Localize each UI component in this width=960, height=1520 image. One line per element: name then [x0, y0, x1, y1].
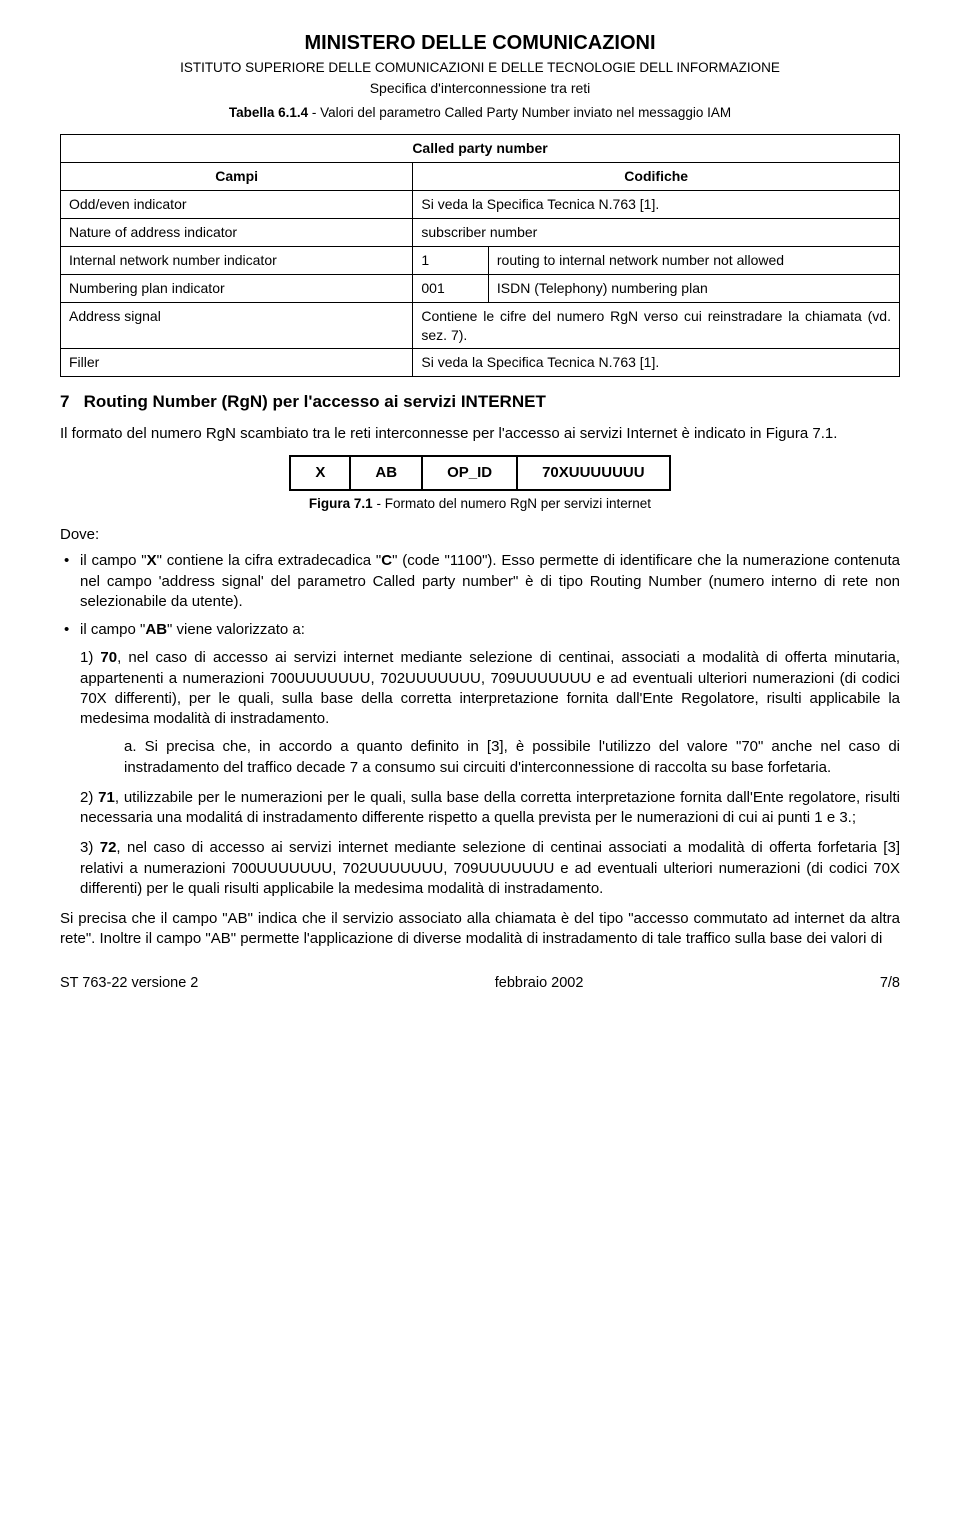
- row-code: 1: [413, 246, 489, 274]
- rgn-cell-ab: AB: [350, 456, 422, 490]
- bullet-list: il campo "X" contiene la cifra extradeca…: [60, 551, 900, 640]
- text: il campo ": [80, 552, 147, 569]
- numbered-list: 1) 70, nel caso di accesso ai servizi in…: [60, 648, 900, 899]
- closing-paragraph: Si precisa che il campo "AB" indica che …: [60, 909, 900, 950]
- sub-item-a: a. Si precisa che, in accordo a quanto d…: [80, 737, 900, 778]
- table-caption-bold: Tabella 6.1.4: [229, 105, 308, 120]
- text: il campo ": [80, 621, 145, 638]
- item-value: 70: [100, 649, 117, 666]
- page-footer: ST 763-22 versione 2 febbraio 2002 7/8: [60, 974, 900, 994]
- bold-ab: AB: [145, 621, 167, 638]
- bullet-campo-ab: il campo "AB" viene valorizzato a:: [60, 620, 900, 640]
- item-number: 1): [80, 649, 100, 666]
- row-label: Numbering plan indicator: [61, 274, 413, 302]
- rgn-cell-opid: OP_ID: [422, 456, 517, 490]
- table-caption: Tabella 6.1.4 - Valori del parametro Cal…: [60, 104, 900, 122]
- item-number: 3): [80, 839, 100, 856]
- item-70: 1) 70, nel caso di accesso ai servizi in…: [80, 648, 900, 778]
- rgn-format-box: X AB OP_ID 70XUUUUUUU: [289, 455, 670, 491]
- table-title-row: Called party number: [61, 135, 900, 163]
- item-text: , nel caso di accesso ai servizi interne…: [80, 649, 900, 727]
- text: " viene valorizzato a:: [167, 621, 305, 638]
- row-label: Odd/even indicator: [61, 191, 413, 219]
- footer-left: ST 763-22 versione 2: [60, 974, 198, 994]
- text: " contiene la cifra extradecadica ": [157, 552, 382, 569]
- subtitle-spec: Specifica d'interconnessione tra reti: [60, 79, 900, 98]
- row-desc: Contiene le cifre del numero RgN verso c…: [413, 302, 900, 349]
- table-header-row: Campi Codifiche: [61, 163, 900, 191]
- page-header: MINISTERO DELLE COMUNICAZIONI ISTITUTO S…: [60, 30, 900, 122]
- table-row: Numbering plan indicator 001 ISDN (Telep…: [61, 274, 900, 302]
- table-row: Filler Si veda la Specifica Tecnica N.76…: [61, 349, 900, 377]
- figure-label: Figura 7.1: [309, 496, 373, 511]
- section-heading: Routing Number (RgN) per l'accesso ai se…: [84, 392, 546, 411]
- bold-x: X: [147, 552, 157, 569]
- row-desc: routing to internal network number not a…: [488, 246, 899, 274]
- rgn-cell-x: X: [290, 456, 350, 490]
- col-codifiche: Codifiche: [413, 163, 900, 191]
- row-desc: ISDN (Telephony) numbering plan: [488, 274, 899, 302]
- section-number: 7: [60, 392, 69, 411]
- item-71: 2) 71, utilizzabile per le numerazioni p…: [80, 788, 900, 829]
- item-number: 2): [80, 789, 98, 806]
- table-title-cell: Called party number: [61, 135, 900, 163]
- main-title: MINISTERO DELLE COMUNICAZIONI: [60, 30, 900, 57]
- sub-label: a.: [124, 738, 145, 755]
- section-intro: Il formato del numero RgN scambiato tra …: [60, 424, 900, 444]
- sub-text: Si precisa che, in accordo a quanto defi…: [124, 738, 900, 775]
- row-label: Address signal: [61, 302, 413, 349]
- bullet-campo-x: il campo "X" contiene la cifra extradeca…: [60, 551, 900, 612]
- footer-right: 7/8: [880, 974, 900, 994]
- row-code: 001: [413, 274, 489, 302]
- footer-center: febbraio 2002: [495, 974, 584, 994]
- subtitle-institution: ISTITUTO SUPERIORE DELLE COMUNICAZIONI E…: [60, 59, 900, 77]
- item-value: 72: [100, 839, 117, 856]
- rgn-cell-70x: 70XUUUUUUU: [517, 456, 670, 490]
- item-72: 3) 72, nel caso di accesso ai servizi in…: [80, 838, 900, 899]
- row-desc: Si veda la Specifica Tecnica N.763 [1].: [413, 191, 900, 219]
- dove-label: Dove:: [60, 525, 900, 545]
- figure-caption: Figura 7.1 - Formato del numero RgN per …: [60, 495, 900, 513]
- bold-c: C: [381, 552, 392, 569]
- item-text: , nel caso di accesso ai servizi interne…: [80, 839, 900, 897]
- col-campi: Campi: [61, 163, 413, 191]
- parameter-table: Called party number Campi Codifiche Odd/…: [60, 134, 900, 377]
- row-desc: Si veda la Specifica Tecnica N.763 [1].: [413, 349, 900, 377]
- section-title: 7 Routing Number (RgN) per l'accesso ai …: [60, 391, 900, 414]
- table-row: Odd/even indicator Si veda la Specifica …: [61, 191, 900, 219]
- row-label: Nature of address indicator: [61, 219, 413, 247]
- table-row: Nature of address indicator subscriber n…: [61, 219, 900, 247]
- table-row: Address signal Contiene le cifre del num…: [61, 302, 900, 349]
- row-label: Filler: [61, 349, 413, 377]
- item-value: 71: [98, 789, 115, 806]
- row-desc: subscriber number: [413, 219, 900, 247]
- row-label: Internal network number indicator: [61, 246, 413, 274]
- table-row: Internal network number indicator 1 rout…: [61, 246, 900, 274]
- item-text: , utilizzabile per le numerazioni per le…: [80, 789, 900, 826]
